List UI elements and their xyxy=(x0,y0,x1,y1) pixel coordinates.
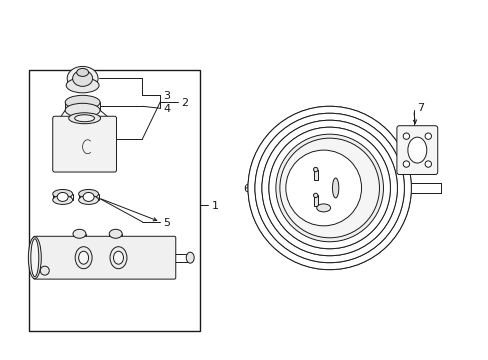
Ellipse shape xyxy=(79,195,99,204)
Ellipse shape xyxy=(73,71,92,86)
Ellipse shape xyxy=(79,189,99,198)
Ellipse shape xyxy=(424,133,430,139)
Ellipse shape xyxy=(83,193,94,201)
Ellipse shape xyxy=(28,237,41,279)
Ellipse shape xyxy=(285,150,361,226)
Ellipse shape xyxy=(247,106,410,270)
FancyBboxPatch shape xyxy=(396,126,437,175)
Bar xyxy=(29,71,200,332)
Text: 3: 3 xyxy=(163,91,170,101)
Ellipse shape xyxy=(68,113,101,124)
Ellipse shape xyxy=(247,106,410,270)
Ellipse shape xyxy=(262,120,397,256)
Ellipse shape xyxy=(113,251,123,264)
Ellipse shape xyxy=(279,138,379,238)
Text: 5: 5 xyxy=(163,218,170,228)
Bar xyxy=(313,170,317,180)
FancyBboxPatch shape xyxy=(53,116,116,172)
Ellipse shape xyxy=(403,161,409,167)
Ellipse shape xyxy=(66,78,99,93)
Ellipse shape xyxy=(57,193,68,201)
Ellipse shape xyxy=(79,251,88,264)
Ellipse shape xyxy=(262,120,397,256)
Text: 2: 2 xyxy=(181,98,188,108)
Text: 6: 6 xyxy=(243,184,249,194)
Ellipse shape xyxy=(53,189,73,198)
Ellipse shape xyxy=(403,133,409,139)
Ellipse shape xyxy=(65,103,100,117)
Ellipse shape xyxy=(53,195,73,204)
Ellipse shape xyxy=(332,178,338,198)
Ellipse shape xyxy=(67,67,98,90)
Ellipse shape xyxy=(186,252,194,263)
Ellipse shape xyxy=(313,167,317,172)
Ellipse shape xyxy=(254,113,404,263)
Ellipse shape xyxy=(316,204,330,212)
Bar xyxy=(313,195,317,206)
Ellipse shape xyxy=(31,239,39,276)
Ellipse shape xyxy=(313,193,317,198)
Ellipse shape xyxy=(268,127,389,249)
Ellipse shape xyxy=(424,161,430,167)
Ellipse shape xyxy=(268,127,389,249)
Ellipse shape xyxy=(65,95,100,109)
Ellipse shape xyxy=(254,113,404,263)
Ellipse shape xyxy=(110,247,127,269)
Ellipse shape xyxy=(40,266,49,275)
FancyBboxPatch shape xyxy=(33,236,175,279)
Ellipse shape xyxy=(73,229,86,238)
Ellipse shape xyxy=(407,137,426,163)
Ellipse shape xyxy=(75,247,92,269)
Ellipse shape xyxy=(75,115,94,122)
Text: 4: 4 xyxy=(163,104,170,114)
Text: 1: 1 xyxy=(212,201,219,211)
Ellipse shape xyxy=(109,229,122,238)
Ellipse shape xyxy=(77,68,88,76)
Text: 7: 7 xyxy=(416,103,423,113)
Ellipse shape xyxy=(275,134,383,242)
